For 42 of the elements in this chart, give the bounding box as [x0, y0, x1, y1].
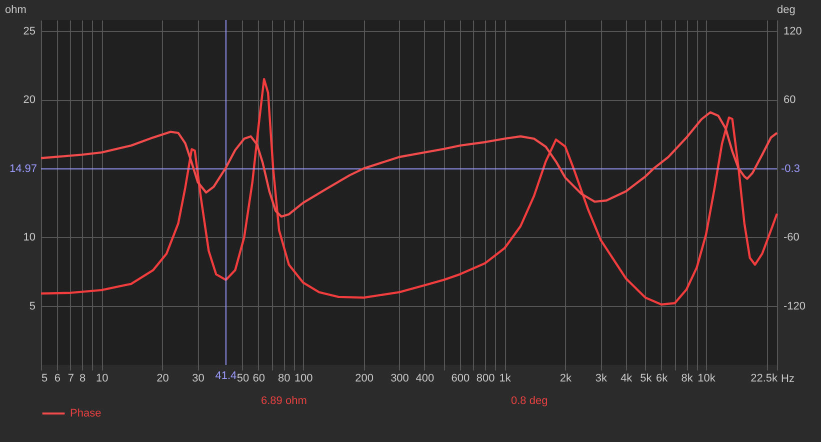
- y2-tick-label: 120: [784, 25, 802, 38]
- x-tick-label: 30: [192, 372, 204, 384]
- y2-tick-label: -60: [784, 232, 800, 244]
- ref-line-label: 41.4: [215, 370, 237, 382]
- x-tick-label: 800: [476, 372, 495, 384]
- x-tick-label: 6k: [656, 372, 668, 384]
- x-tick-label: 10: [96, 372, 108, 384]
- y-tick-label: 10: [23, 232, 36, 244]
- x-tick-label: 60: [252, 372, 266, 384]
- text: 0.8 deg: [511, 395, 548, 407]
- x-tick-label: 8: [80, 372, 86, 384]
- x-axis-title: Hz: [781, 373, 794, 385]
- legend-label: Phase: [70, 408, 102, 420]
- y2-axis-title: deg: [777, 4, 796, 16]
- x-tick-label: 3k: [595, 372, 608, 384]
- x-tick-label: 4k: [620, 372, 633, 384]
- text: 6.89 ohm: [261, 395, 307, 407]
- x-tick-label: 400: [416, 372, 434, 384]
- x-tick-label: 5: [42, 372, 48, 384]
- x-tick-label: 600: [451, 372, 470, 384]
- y-axis-title: ohm: [5, 4, 26, 16]
- y-tick-label: 5: [29, 300, 36, 312]
- y-tick-label: 20: [23, 94, 36, 106]
- x-tick-label: 20: [156, 372, 169, 384]
- x-tick-label: 8k: [681, 372, 694, 384]
- y-tick-label: 25: [23, 25, 36, 38]
- text: -0.3: [781, 162, 800, 175]
- y2-tick-label: -120: [784, 300, 806, 312]
- x-tick-label: 50: [236, 372, 250, 384]
- x-tick-label: 300: [390, 372, 409, 384]
- x-tick-label: 6: [54, 372, 61, 384]
- x-tick-label: 1k: [499, 372, 512, 384]
- ref-line-label: 14.97: [9, 162, 37, 175]
- x-tick-label: 5k: [640, 372, 652, 384]
- x-tick-label: 80: [278, 372, 290, 384]
- x-tick-label: 10k: [698, 372, 716, 384]
- x-tick-label: 100: [294, 372, 313, 384]
- x-tick-label: 200: [355, 372, 374, 384]
- x-tick-label: 2k: [560, 372, 572, 384]
- y2-tick-label: 60: [784, 94, 796, 106]
- x-tick-label: 7: [68, 372, 74, 384]
- x-tick-label: 22.5k: [750, 372, 778, 384]
